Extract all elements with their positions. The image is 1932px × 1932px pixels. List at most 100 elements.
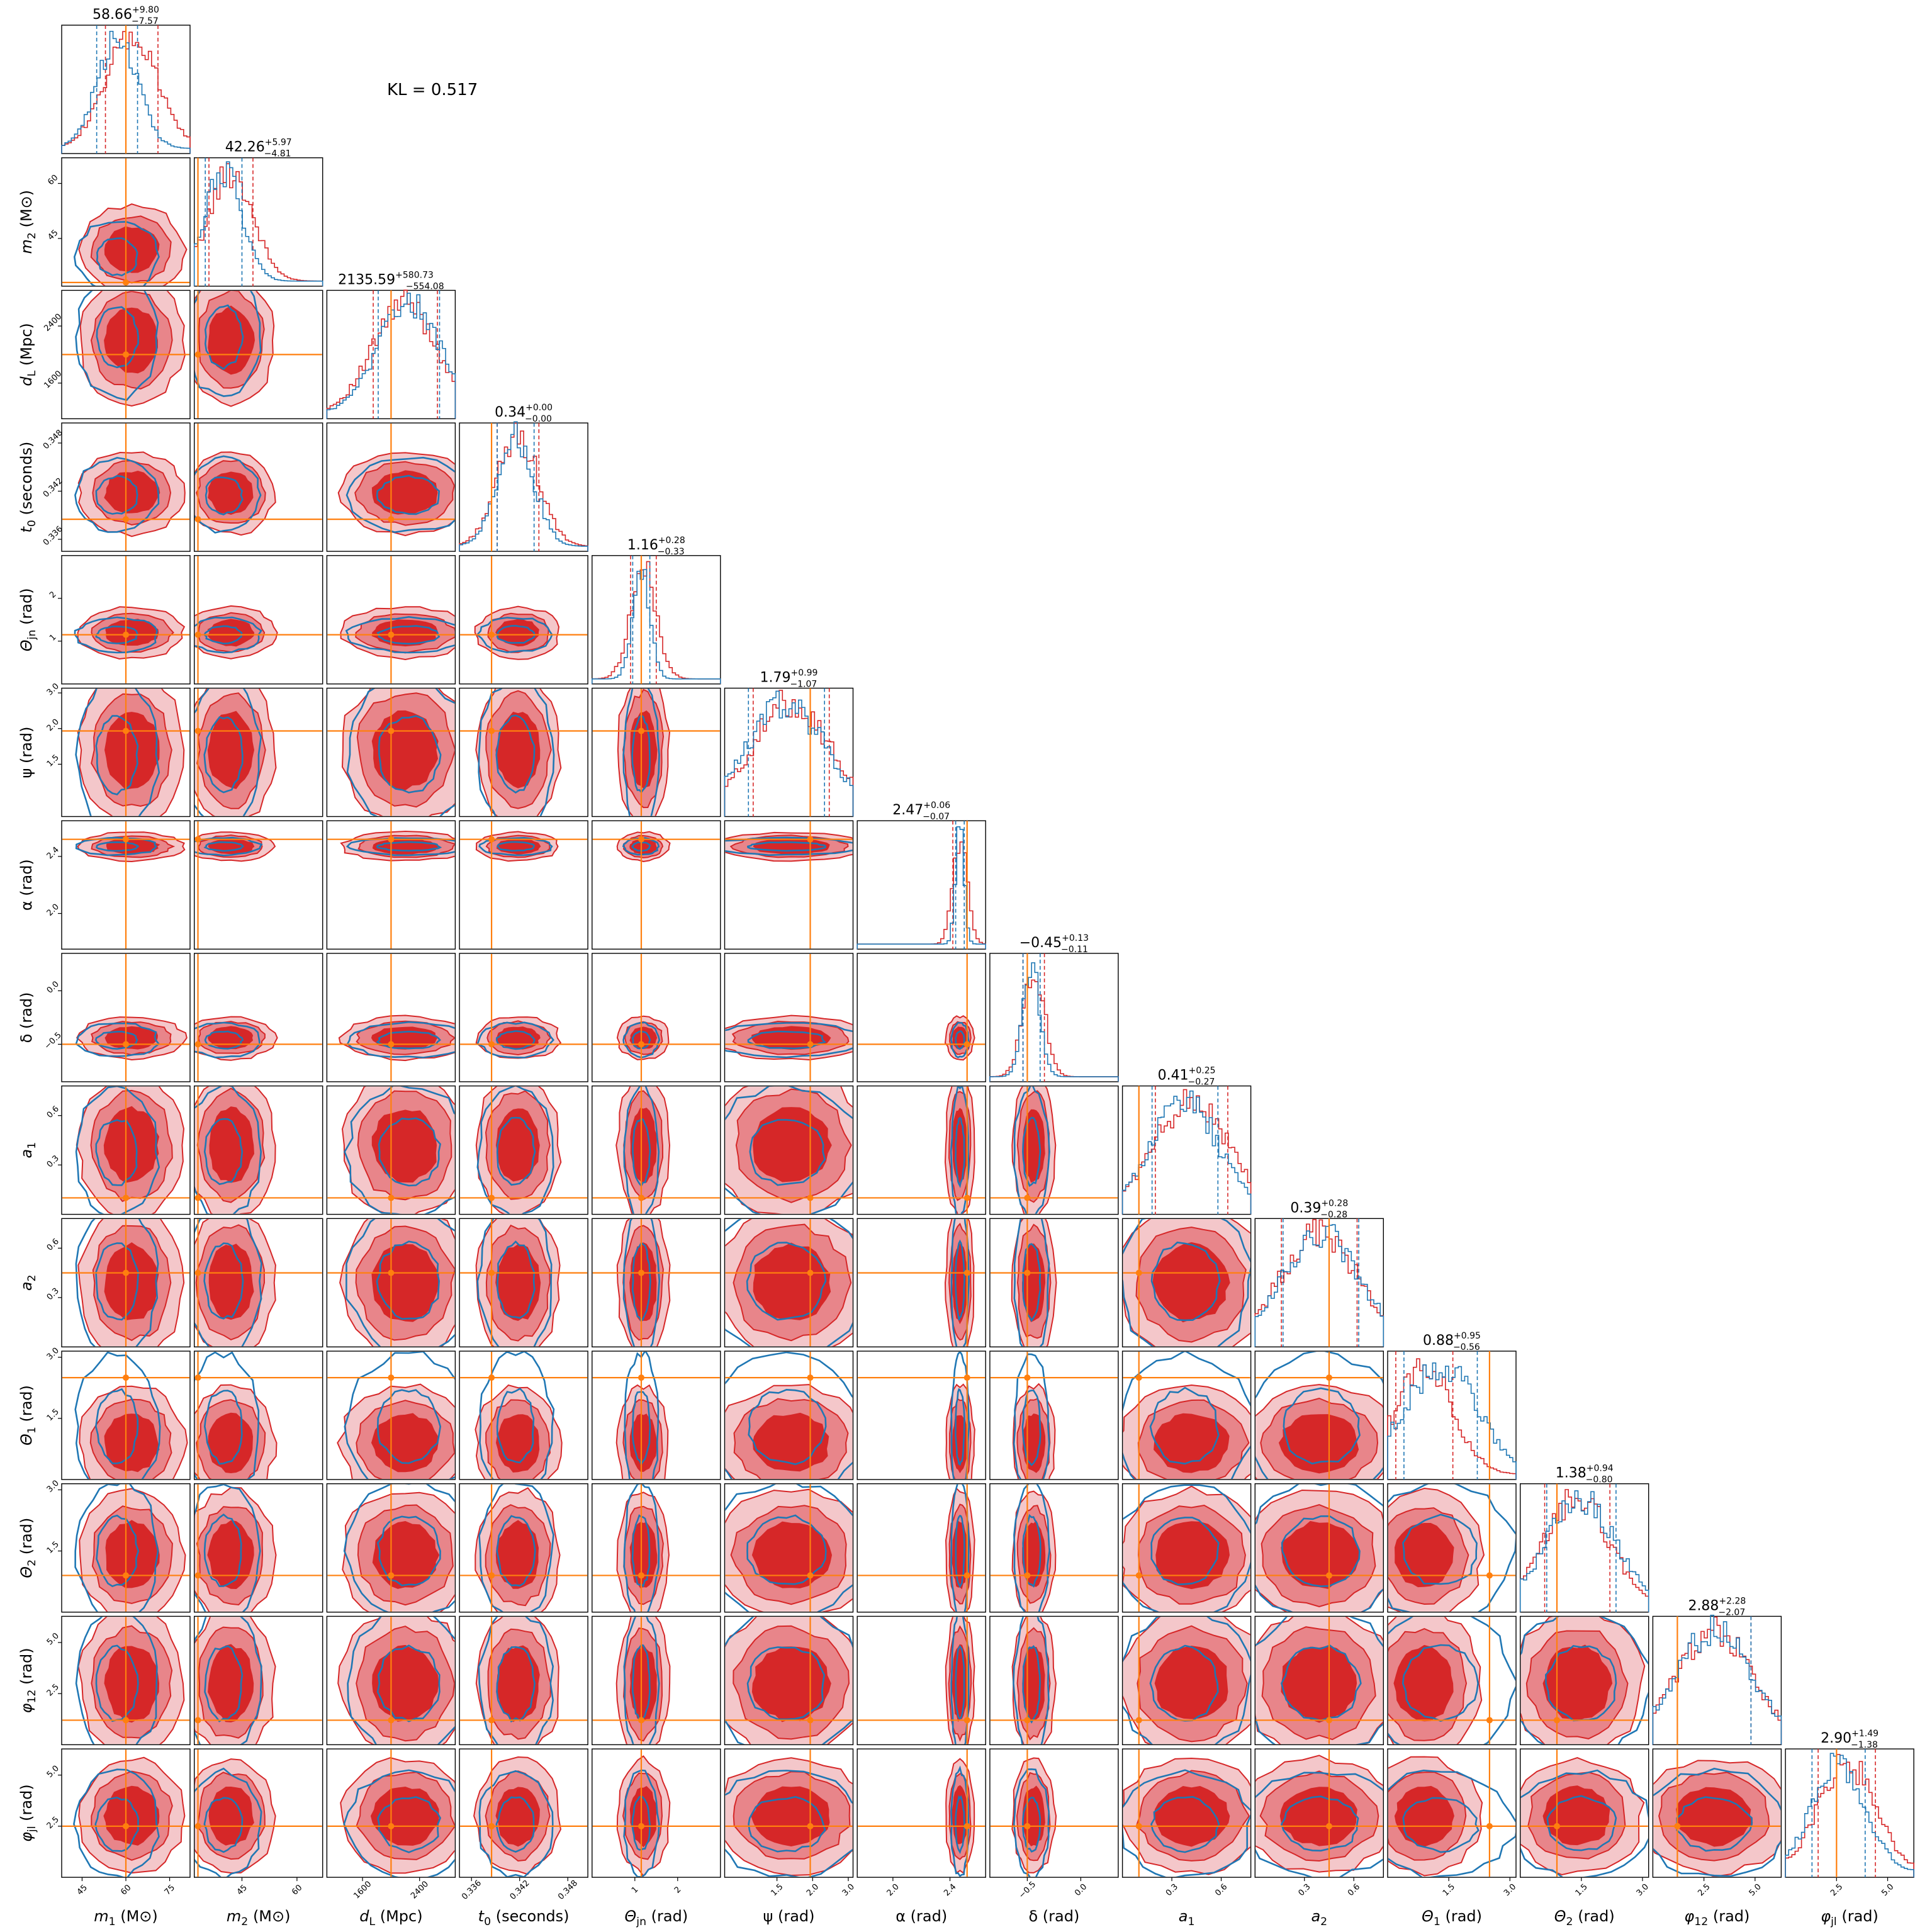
x-tick-label: 60 xyxy=(290,1883,304,1897)
contour-panel-a2-vs-alpha xyxy=(856,1218,986,1348)
truth-point xyxy=(488,1269,495,1276)
truth-point xyxy=(194,1717,201,1724)
xlabel-theta1: Θ1 (rad) xyxy=(1422,1907,1482,1928)
truth-point xyxy=(1024,1194,1031,1201)
y-tick-label: 1600 xyxy=(42,369,64,390)
x-tick-label: 0.342 xyxy=(508,1879,532,1902)
hist-panel-delta: −0.45+0.13 −0.11 xyxy=(989,933,1119,1082)
contour-panel-theta1-vs-theta_jn xyxy=(592,1351,721,1480)
contour-panel-t0-vs-dL xyxy=(326,422,456,552)
x-tick-label: 0.3 xyxy=(1164,1882,1180,1898)
truth-point xyxy=(638,1269,644,1276)
contour-panel-theta1-vs-m1: 1.5 3.0 Θ1 (rad) xyxy=(18,1346,191,1480)
truth-point xyxy=(1024,1269,1031,1276)
contour-panel-theta2-vs-dL xyxy=(326,1483,456,1613)
xlabel-phi12: φ12 (rad) xyxy=(1684,1907,1749,1928)
contour-panel-theta2-vs-m2 xyxy=(194,1483,323,1613)
contour-panel-phijl-vs-theta1: 1.5 3.0 Θ1 (rad) xyxy=(1387,1748,1518,1928)
contour-panel-delta-vs-theta_jn xyxy=(592,953,721,1082)
truth-point xyxy=(123,1572,129,1579)
hist-panel-m2: 42.26+5.97 −4.81 xyxy=(193,138,323,287)
truth-point xyxy=(963,1194,970,1201)
y-tick-label: 0.348 xyxy=(42,428,65,451)
contour-panel-alpha-vs-dL xyxy=(326,820,456,950)
y-tick-label: 0.6 xyxy=(45,1237,61,1252)
truth-point xyxy=(963,1269,970,1276)
xlabel-dL: dL (Mpc) xyxy=(359,1907,422,1928)
hist-blue xyxy=(1121,1090,1252,1215)
title-a1: 0.41+0.25 −0.27 xyxy=(1158,1066,1216,1087)
y-tick-label: 5.0 xyxy=(45,1764,61,1780)
truth-point xyxy=(123,631,129,638)
panel-frame xyxy=(592,953,721,1082)
contour-panel-theta2-vs-a1 xyxy=(1121,1483,1252,1613)
xlabel-theta2: Θ2 (rad) xyxy=(1554,1907,1615,1928)
y-tick-label: 0.3 xyxy=(45,1154,61,1169)
truth-point xyxy=(807,1717,814,1724)
truth-point xyxy=(1325,1572,1332,1579)
truth-point xyxy=(638,1572,644,1579)
contour-panel-a2-vs-psi xyxy=(724,1218,854,1348)
truth-point xyxy=(194,727,201,734)
x-tick-label: 0.6 xyxy=(1346,1882,1362,1898)
truth-point xyxy=(1325,1717,1332,1724)
x-tick-label: 5.0 xyxy=(1748,1882,1763,1898)
contour-panel-a2-vs-dL xyxy=(326,1218,456,1348)
x-tick-label: 45 xyxy=(235,1883,249,1897)
truth-point xyxy=(388,631,395,638)
x-tick-label: 1 xyxy=(630,1885,640,1895)
contour-panel-a2-vs-delta xyxy=(989,1218,1119,1348)
y-tick-label: 5.0 xyxy=(45,1631,61,1647)
y-tick-label: 45 xyxy=(46,228,60,242)
y-tick-label: 2.0 xyxy=(45,717,61,733)
hist-blue xyxy=(1254,1224,1384,1347)
truth-point xyxy=(638,836,644,843)
title-theta_jn: 1.16+0.28 −0.33 xyxy=(627,536,685,557)
contour-panel-a2-vs-a1 xyxy=(1121,1218,1252,1348)
contour-panel-a2-vs-theta_jn xyxy=(592,1218,721,1348)
contour-panel-theta1-vs-psi xyxy=(724,1351,854,1480)
truth-point xyxy=(638,1717,644,1724)
contour-panel-theta2-vs-theta_jn xyxy=(592,1483,721,1613)
truth-point xyxy=(488,1041,495,1048)
y-tick-label: 1.5 xyxy=(45,753,61,768)
contour-panel-phijl-vs-delta: −0.5 0.0 δ (rad) xyxy=(989,1748,1119,1925)
contour-panel-delta-vs-m1: −0.5 0.0 δ (rad) xyxy=(18,953,191,1082)
contour-panel-delta-vs-psi xyxy=(724,953,854,1082)
contour-panel-m2-vs-m1: 45 60 m2 (M⊙) xyxy=(18,157,191,287)
xlabel-theta_jn: Θjn (rad) xyxy=(624,1907,688,1928)
contour-panel-phi12-vs-a2 xyxy=(1254,1615,1384,1746)
truth-point xyxy=(807,1194,814,1201)
x-tick-label: 1.5 xyxy=(1441,1882,1457,1898)
contour-panel-theta2-vs-delta xyxy=(989,1483,1119,1613)
contour-panel-theta1-vs-m2 xyxy=(194,1351,323,1480)
truth-point xyxy=(488,1374,495,1381)
truth-point xyxy=(963,1572,970,1579)
contour-panel-a1-vs-delta xyxy=(989,1085,1119,1215)
contour-panel-theta_jn-vs-dL xyxy=(326,555,456,685)
ylabel-theta2: Θ2 (rad) xyxy=(18,1518,38,1578)
panel-frame xyxy=(1519,1483,1649,1613)
y-tick-label: 3.0 xyxy=(45,1346,61,1362)
y-tick-label: 2.0 xyxy=(45,902,61,918)
contour-panel-psi-vs-theta_jn xyxy=(592,687,721,817)
truth-point xyxy=(807,836,814,843)
hist-panel-psi: 1.79+0.99 −1.07 xyxy=(724,668,854,817)
y-tick-label: 3.0 xyxy=(45,1478,61,1494)
hist-panel-theta2: 1.38+0.94 −0.80 xyxy=(1519,1464,1649,1613)
contour-panel-a1-vs-alpha xyxy=(856,1085,986,1215)
truth-point xyxy=(194,836,201,843)
truth-point xyxy=(123,1269,129,1276)
contour-panel-alpha-vs-m2 xyxy=(194,820,323,950)
contour-panel-theta2-vs-alpha xyxy=(856,1483,986,1613)
x-tick-label: 2.5 xyxy=(1696,1882,1712,1898)
contour-panel-theta_jn-vs-m1: 1 2 Θjn (rad) xyxy=(18,555,191,685)
contour-panel-psi-vs-m1: 1.5 2.0 3.0 ψ (rad) xyxy=(18,682,191,817)
truth-point xyxy=(123,836,129,843)
contour-panel-phijl-vs-theta_jn: 1 2 Θjn (rad) xyxy=(592,1748,721,1928)
hist-panel-alpha: 2.47+0.06 −0.07 xyxy=(856,800,986,950)
truth-point xyxy=(194,1269,201,1276)
x-tick-label: −0.5 xyxy=(1017,1880,1038,1901)
contour-panel-theta1-vs-a2 xyxy=(1254,1351,1384,1480)
